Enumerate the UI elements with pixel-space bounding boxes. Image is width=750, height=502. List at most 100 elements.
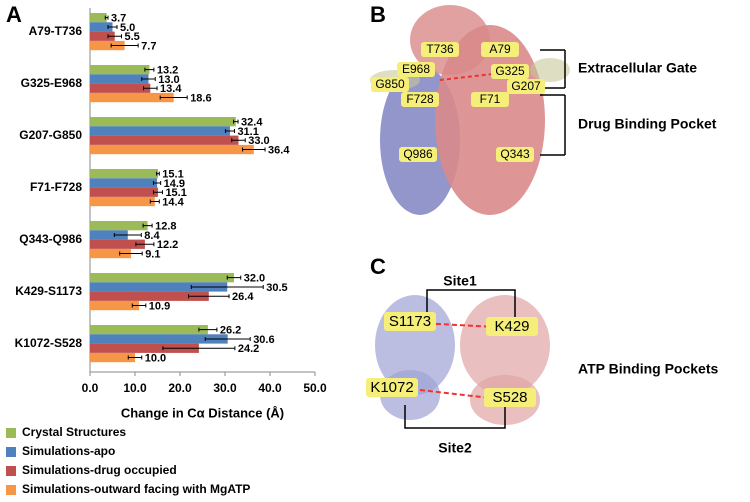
legend-label: Simulations-apo — [22, 444, 115, 458]
value-label: 3.7 — [111, 13, 126, 25]
residue-highlight — [496, 147, 534, 162]
protein-illustration-c — [375, 289, 550, 429]
bar — [90, 144, 254, 155]
x-tick-label: 20.0 — [168, 381, 192, 395]
value-label: 14.4 — [162, 196, 184, 208]
bar — [90, 352, 135, 363]
residue-highlight — [491, 64, 529, 79]
y-tick-label: G207-G850 — [19, 128, 82, 142]
bar — [90, 13, 107, 23]
site-label: Site2 — [438, 440, 472, 456]
error-bar — [119, 251, 143, 256]
value-label: 32.0 — [244, 273, 265, 285]
error-bar — [162, 346, 236, 351]
error-bar — [224, 128, 235, 133]
value-label: 18.6 — [190, 92, 211, 104]
residue-label: E968 — [402, 62, 430, 76]
error-bar — [226, 275, 242, 280]
y-tick-label: K429-S1173 — [15, 284, 82, 298]
bar — [90, 282, 228, 292]
bar — [90, 334, 228, 344]
error-bar — [233, 119, 239, 124]
annotation: Extracellular Gate — [578, 60, 697, 76]
value-label: 15.1 — [162, 169, 183, 181]
residue-label: G850 — [375, 77, 405, 91]
error-bar — [141, 76, 156, 81]
error-bar — [144, 67, 155, 72]
legend-label: Simulations-drug occupied — [22, 463, 177, 477]
residue-label: F728 — [406, 92, 434, 106]
value-label: 30.6 — [253, 334, 274, 346]
legend-label: Simulations-outward facing with MgATP — [22, 482, 250, 496]
error-bar — [143, 86, 158, 91]
value-label: 30.5 — [266, 282, 287, 294]
error-bar — [156, 171, 160, 176]
residue-label: K429 — [494, 318, 529, 335]
value-label: 10.9 — [149, 300, 170, 312]
panel-label: C — [370, 254, 386, 279]
value-label: 14.9 — [164, 178, 185, 190]
residue-label: S528 — [492, 389, 527, 406]
x-tick-label: 30.0 — [213, 381, 237, 395]
bar — [90, 248, 131, 259]
value-label: 7.7 — [141, 40, 156, 52]
bar — [90, 239, 145, 249]
legend-label: Crystal Structures — [22, 425, 126, 439]
value-label: 5.0 — [120, 22, 135, 34]
bar — [90, 126, 230, 136]
value-label: 13.0 — [158, 74, 179, 86]
y-tick-label: K1072-S528 — [15, 336, 83, 350]
error-bar — [204, 336, 251, 341]
x-tick-label: 0.0 — [82, 381, 99, 395]
bar — [90, 169, 158, 179]
error-bar — [149, 199, 160, 204]
x-tick-label: 40.0 — [258, 381, 282, 395]
value-label: 13.2 — [157, 65, 178, 77]
annotation: Drug Binding Pocket — [578, 116, 717, 132]
residue-label: T736 — [426, 42, 454, 56]
bar — [90, 135, 239, 145]
error-bar — [113, 232, 142, 237]
value-label: 12.2 — [157, 239, 178, 251]
residue-label: F71 — [480, 92, 501, 106]
value-label: 15.1 — [165, 187, 186, 199]
bar — [90, 273, 234, 283]
error-bar — [188, 294, 230, 299]
residue-highlight — [421, 42, 459, 57]
bar — [90, 343, 199, 353]
residue-label: A79 — [489, 42, 511, 56]
value-label: 36.4 — [268, 144, 290, 156]
annotation: ATP Binding Pockets — [578, 361, 718, 377]
legend-swatch — [6, 428, 16, 438]
bar — [90, 40, 125, 51]
residue-highlight — [486, 317, 538, 336]
value-label: 5.5 — [125, 31, 140, 43]
residue-highlight — [366, 378, 418, 397]
bar — [90, 230, 128, 240]
y-tick-label: Q343-Q986 — [19, 232, 82, 246]
residue-highlight — [371, 77, 409, 92]
bar — [90, 221, 148, 231]
value-label: 9.1 — [145, 248, 160, 260]
residue-highlight — [401, 92, 439, 107]
y-tick-label: A79-T736 — [29, 24, 83, 38]
value-label: 10.0 — [145, 352, 166, 364]
residue-highlight — [384, 312, 436, 331]
x-axis-label: Change in Cα Distance (Å) — [121, 405, 284, 420]
error-bar — [110, 43, 139, 48]
bar — [90, 178, 158, 188]
value-label: 33.0 — [248, 135, 269, 147]
bar — [90, 187, 158, 197]
bar — [90, 83, 151, 93]
value-label: 8.4 — [144, 230, 160, 242]
y-tick-label: G325-E968 — [21, 76, 83, 90]
bar — [90, 196, 155, 207]
legend-swatch — [6, 485, 16, 495]
error-bar — [159, 95, 188, 100]
value-label: 24.2 — [238, 343, 259, 355]
value-label: 32.4 — [241, 117, 263, 129]
error-bar — [190, 284, 264, 289]
bar — [90, 300, 140, 311]
residue-label: Q343 — [500, 147, 530, 161]
